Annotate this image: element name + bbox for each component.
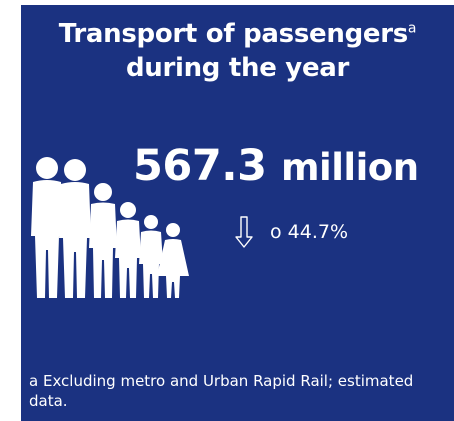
people-family-icon	[31, 157, 189, 298]
title-line-2: during the year	[125, 53, 350, 83]
passenger-total-value: 567.3	[133, 141, 267, 191]
passenger-total-unit: million	[281, 146, 419, 189]
passengers-card: Transport of passengersa during the year	[21, 5, 454, 421]
passenger-total: 567.3 million	[133, 138, 419, 196]
down-arrow-icon	[235, 216, 253, 248]
title-line-1: Transport of passengersa	[21, 17, 454, 51]
change-text: o 44.7%	[270, 221, 349, 243]
title-text-1: Transport of passengers	[58, 19, 408, 49]
title-footnote-marker: a	[407, 20, 417, 37]
card-title: Transport of passengersa during the year	[21, 17, 454, 85]
change-indicator: o 44.7%	[234, 215, 348, 249]
footnote: a Excluding metro and Urban Rapid Rail; …	[29, 372, 414, 410]
